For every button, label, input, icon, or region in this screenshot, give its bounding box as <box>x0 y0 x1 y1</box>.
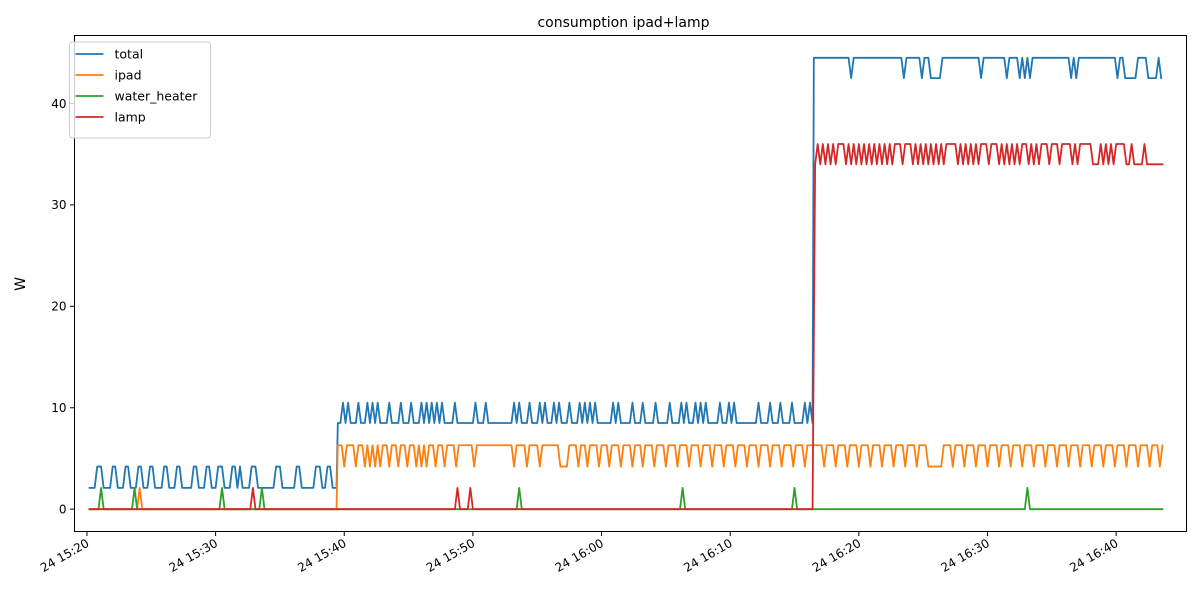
axes-frame <box>74 35 1187 532</box>
y-axis-label: W <box>13 277 29 291</box>
y-tick-label: 30 <box>51 198 66 212</box>
series-line-lamp <box>88 143 1164 511</box>
legend-label-ipad: ipad <box>115 68 142 83</box>
y-tick-label: 20 <box>51 300 66 314</box>
legend-label-lamp: lamp <box>115 110 146 125</box>
series-line-ipad <box>88 444 1164 511</box>
y-tick-label: 10 <box>51 401 66 415</box>
y-tick-label: 0 <box>59 502 67 516</box>
legend-label-water-heater: water_heater <box>115 89 199 104</box>
series-line-total <box>88 56 1163 489</box>
y-tick-label: 40 <box>51 97 66 111</box>
legend-label-total: total <box>115 47 144 62</box>
plot-area <box>88 56 1164 511</box>
y-axis: 0 10 20 30 40 <box>51 97 75 516</box>
legend-box <box>69 41 211 139</box>
chart-title: consumption ipad+lamp <box>537 15 709 31</box>
